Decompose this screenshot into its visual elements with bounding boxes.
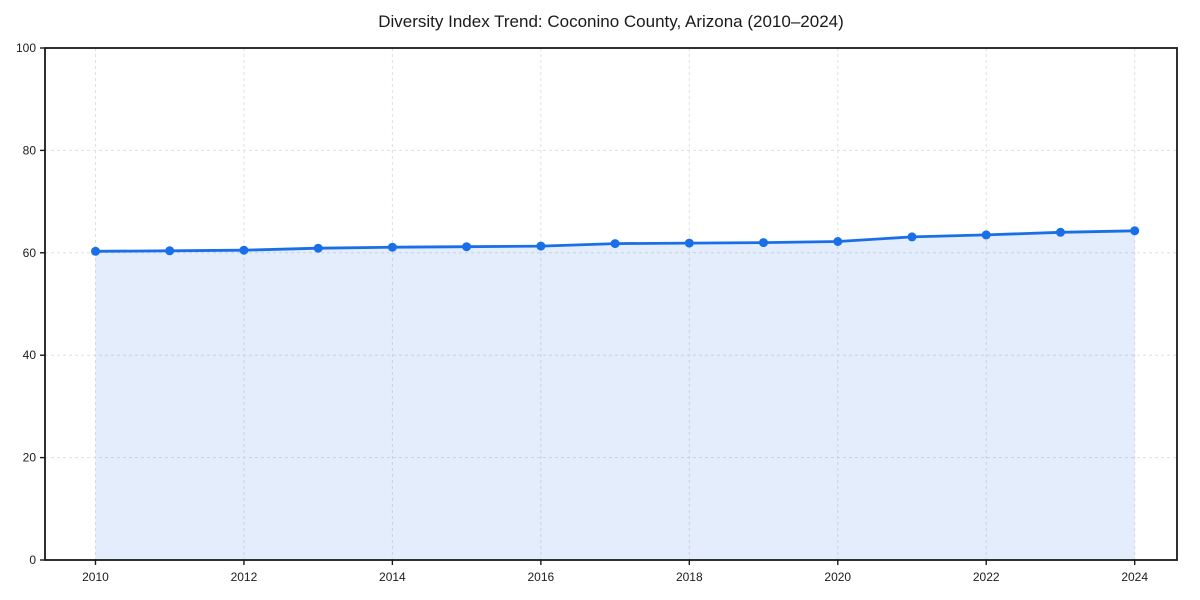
- data-point: [1130, 226, 1140, 236]
- data-point: [91, 246, 100, 256]
- x-tick-label: 2016: [528, 570, 555, 584]
- data-point: [387, 242, 397, 252]
- y-tick-label: 100: [16, 41, 36, 55]
- data-point: [833, 237, 843, 246]
- x-tick-label: 2018: [676, 570, 703, 584]
- y-tick-label: 20: [23, 451, 37, 465]
- x-tick-label: 2012: [231, 570, 258, 584]
- y-tick-label: 0: [29, 553, 36, 567]
- data-point: [981, 230, 991, 240]
- data-point: [759, 238, 768, 248]
- x-tick-label: 2024: [1121, 570, 1148, 584]
- x-tick-label: 2010: [82, 570, 109, 584]
- series-layer: [91, 226, 1140, 561]
- axis-layer: 0 20 40 60 80 100 2010 2012 2014 2016 2018 2020 2022…: [16, 41, 1148, 584]
- data-point: [907, 232, 917, 242]
- data-point: [684, 238, 694, 248]
- data-point: [1056, 227, 1065, 237]
- x-tick-label: 2022: [973, 570, 1000, 584]
- y-tick-label: 60: [23, 246, 37, 260]
- data-point: [462, 242, 472, 252]
- plot-border: [44, 47, 1178, 561]
- y-tick-label: 80: [23, 143, 37, 157]
- grid-layer: [45, 47, 1177, 561]
- x-tick-label: 2020: [824, 570, 851, 584]
- data-point: [610, 239, 620, 249]
- x-tick-label: 2014: [379, 570, 406, 584]
- data-point: [313, 243, 323, 253]
- chart-title: Diversity Index Trend: Coconino County, …: [378, 12, 844, 31]
- y-tick-label: 40: [23, 348, 37, 362]
- data-point: [239, 245, 249, 255]
- data-point: [165, 246, 175, 256]
- data-point: [536, 241, 546, 251]
- area-fill: [95, 230, 1135, 561]
